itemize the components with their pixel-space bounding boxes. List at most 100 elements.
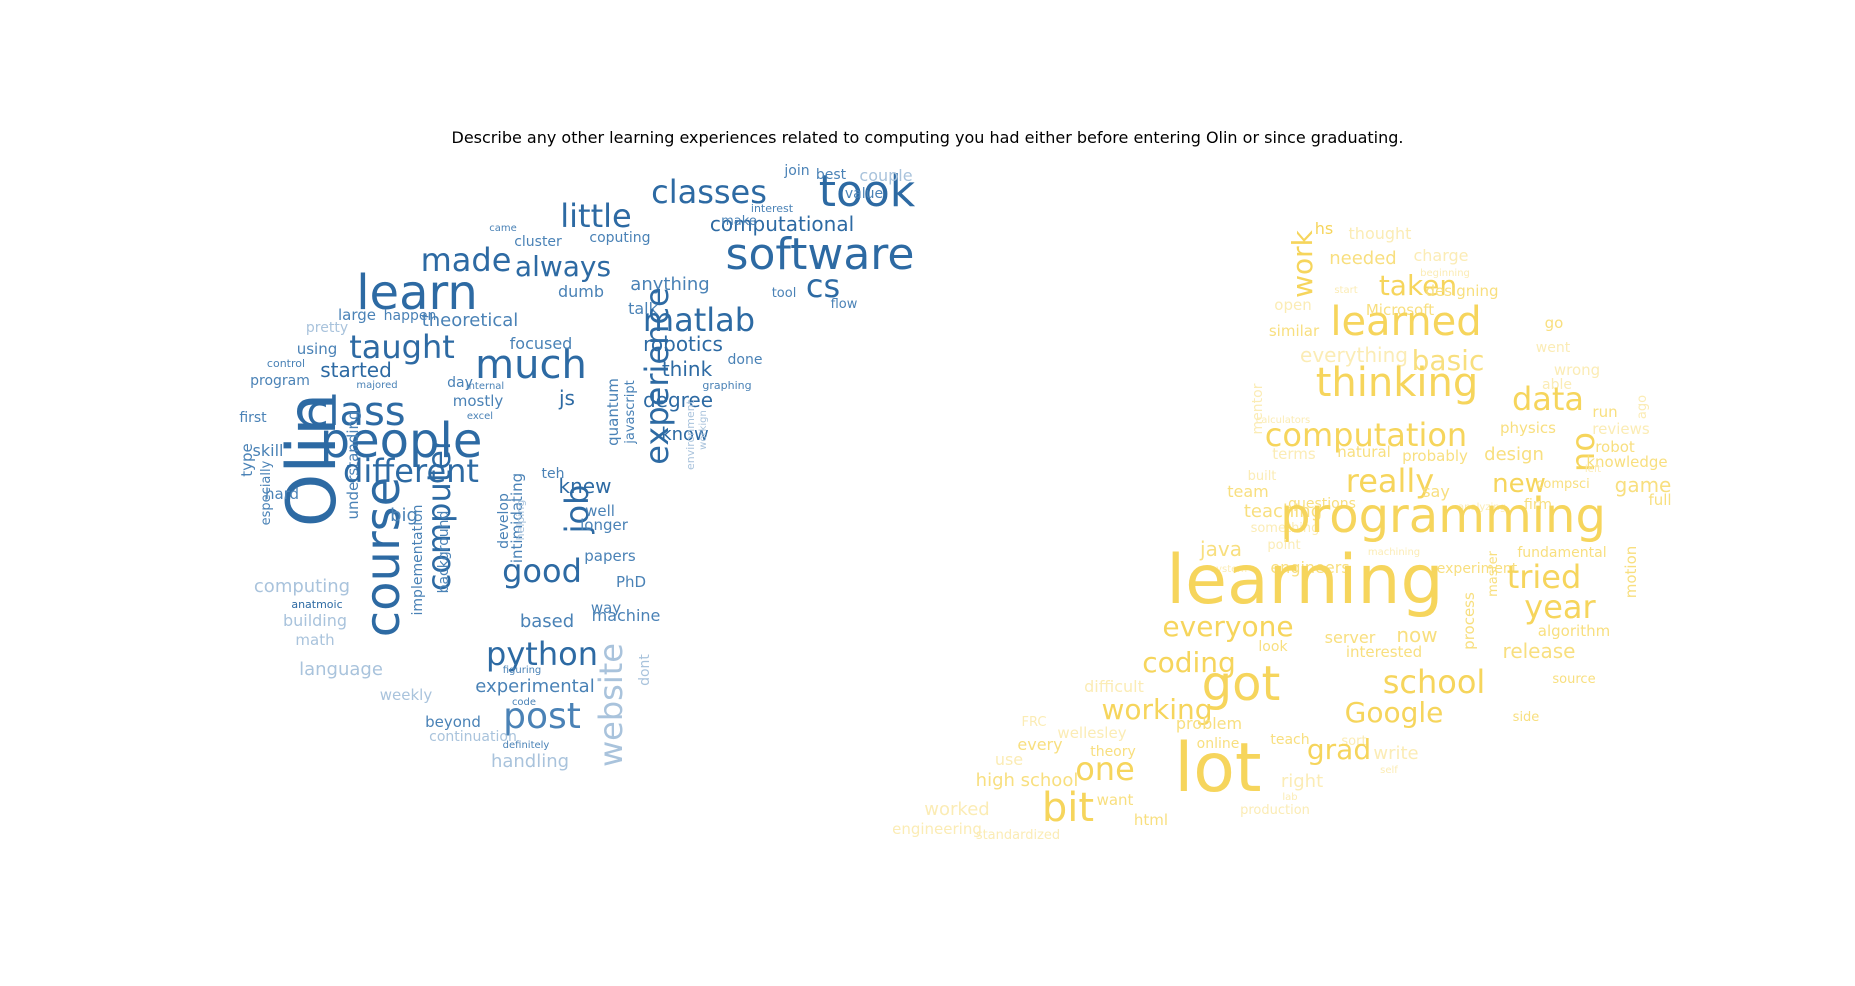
right-word-source: source xyxy=(1552,672,1595,687)
right-word-wellesley: wellesley xyxy=(1057,724,1126,742)
left-word-cloud: took software classes little computational be… xyxy=(238,163,916,772)
right-word-use: use xyxy=(995,750,1023,769)
right-word-taken: taken xyxy=(1379,269,1457,302)
left-word-value: value xyxy=(845,186,883,202)
right-word-open: open xyxy=(1274,296,1311,314)
right-word-able: able xyxy=(1542,377,1572,393)
right-word-hs: hs xyxy=(1315,219,1333,238)
right-word-got: got xyxy=(1202,656,1281,712)
left-word-good: good xyxy=(502,552,582,590)
right-word-firm: firm xyxy=(1524,497,1552,513)
left-word-background: background xyxy=(436,511,452,594)
left-word-talk: talk xyxy=(628,299,659,318)
right-word-start: start xyxy=(1334,285,1357,296)
right-word-left: left xyxy=(1585,464,1601,475)
left-word-majored: majored xyxy=(356,380,397,391)
left-word-mostly: mostly xyxy=(453,392,504,410)
left-word-post: post xyxy=(503,696,581,737)
left-word-computing: computing xyxy=(254,576,350,597)
right-word-server: server xyxy=(1325,628,1376,647)
left-word-coputing: coputing xyxy=(589,230,650,246)
left-word-class: class xyxy=(306,389,405,435)
right-word-want: want xyxy=(1097,791,1134,809)
right-word-problem: problem xyxy=(1176,714,1242,733)
right-word-probably: probably xyxy=(1402,447,1468,465)
left-word-make: make xyxy=(721,214,757,229)
left-word-happen: happen xyxy=(384,308,437,324)
left-word-computer: computer xyxy=(420,436,458,591)
left-word-figuring: figuring xyxy=(503,665,542,676)
left-word-python: python xyxy=(486,635,598,673)
left-word-papers: papers xyxy=(584,547,636,565)
right-word-side: side xyxy=(1513,710,1540,725)
right-word-interested: interested xyxy=(1346,643,1422,661)
right-word-working: working xyxy=(1101,693,1212,726)
right-word-microsoft: Microsoft xyxy=(1366,301,1434,319)
left-word-took: took xyxy=(819,166,916,217)
right-word-wrong: wrong xyxy=(1554,361,1600,379)
right-word-went: went xyxy=(1536,340,1571,356)
left-word-building: building xyxy=(283,611,347,630)
left-word-hard: hard xyxy=(265,485,299,503)
left-word-language: language xyxy=(299,659,383,680)
left-word-anything: anything xyxy=(630,274,709,295)
left-word-beyond: beyond xyxy=(425,713,481,731)
left-word-intimidating: intimidating xyxy=(508,473,526,563)
right-word-robot: robot xyxy=(1595,438,1635,456)
left-word-machine: machine xyxy=(592,606,661,625)
left-word-weekly: weekly xyxy=(380,686,433,704)
right-word-no: no xyxy=(1564,432,1602,472)
right-word-thinking: thinking xyxy=(1316,360,1479,406)
right-word-mentor: mentor xyxy=(1250,383,1266,434)
right-word-bit: bit xyxy=(1042,785,1094,831)
right-word-calculators: calculators xyxy=(1256,415,1311,426)
left-word-think: think xyxy=(662,357,713,381)
left-word-couple: couple xyxy=(859,166,912,185)
right-word-new: new xyxy=(1492,469,1546,499)
left-word-know: know xyxy=(661,424,709,445)
right-word-frc: FRC xyxy=(1022,715,1047,730)
right-word-theory: theory xyxy=(1090,744,1136,760)
left-word-using: using xyxy=(297,340,338,358)
right-word-worked: worked xyxy=(924,799,989,820)
right-word-everyone: everyone xyxy=(1162,610,1293,643)
right-word-html: html xyxy=(1134,811,1168,829)
left-word-teh: teh xyxy=(542,466,565,482)
right-word-master: master xyxy=(1486,550,1501,596)
right-word-thought: thought xyxy=(1349,224,1412,243)
right-word-reviews: reviews xyxy=(1592,420,1650,438)
left-word-internal: internal xyxy=(466,381,504,392)
right-word-point: point xyxy=(1267,538,1300,553)
left-word-experience: experience xyxy=(638,287,676,464)
right-word-full: full xyxy=(1648,491,1671,509)
left-word-flow: flow xyxy=(831,297,858,312)
right-word-online: online xyxy=(1197,736,1240,752)
left-word-focused: focused xyxy=(510,334,573,353)
right-word-knowledge: knowledge xyxy=(1586,453,1667,471)
left-word-helping: helping xyxy=(514,500,527,541)
right-word-really: really xyxy=(1346,462,1434,500)
left-word-different: different xyxy=(343,452,479,490)
right-word-production: production xyxy=(1240,803,1310,818)
right-word-year: year xyxy=(1524,588,1596,626)
right-word-ago: ago xyxy=(1635,395,1650,419)
right-word-school: school xyxy=(1383,663,1486,701)
left-word-phd: PhD xyxy=(616,573,646,591)
left-word-job: job xyxy=(558,485,596,535)
right-word-system: system xyxy=(1211,564,1247,575)
left-word-way: way xyxy=(591,599,621,617)
left-word-big: big xyxy=(390,505,418,526)
left-word-anatmoic: anatmoic xyxy=(291,598,342,611)
right-word-lab: lab xyxy=(1282,792,1297,803)
left-word-js: js xyxy=(558,386,575,410)
left-word-control: control xyxy=(267,357,305,370)
right-word-engineers: engineers xyxy=(1270,558,1349,577)
left-word-knew: knew xyxy=(559,474,612,498)
left-word-workign: workign xyxy=(698,410,709,450)
right-word-go: go xyxy=(1545,314,1564,332)
left-word-dumb: dumb xyxy=(558,282,604,301)
right-word-teach: teach xyxy=(1270,732,1309,748)
right-word-design: design xyxy=(1484,444,1544,465)
left-word-dont: dont xyxy=(637,654,653,686)
